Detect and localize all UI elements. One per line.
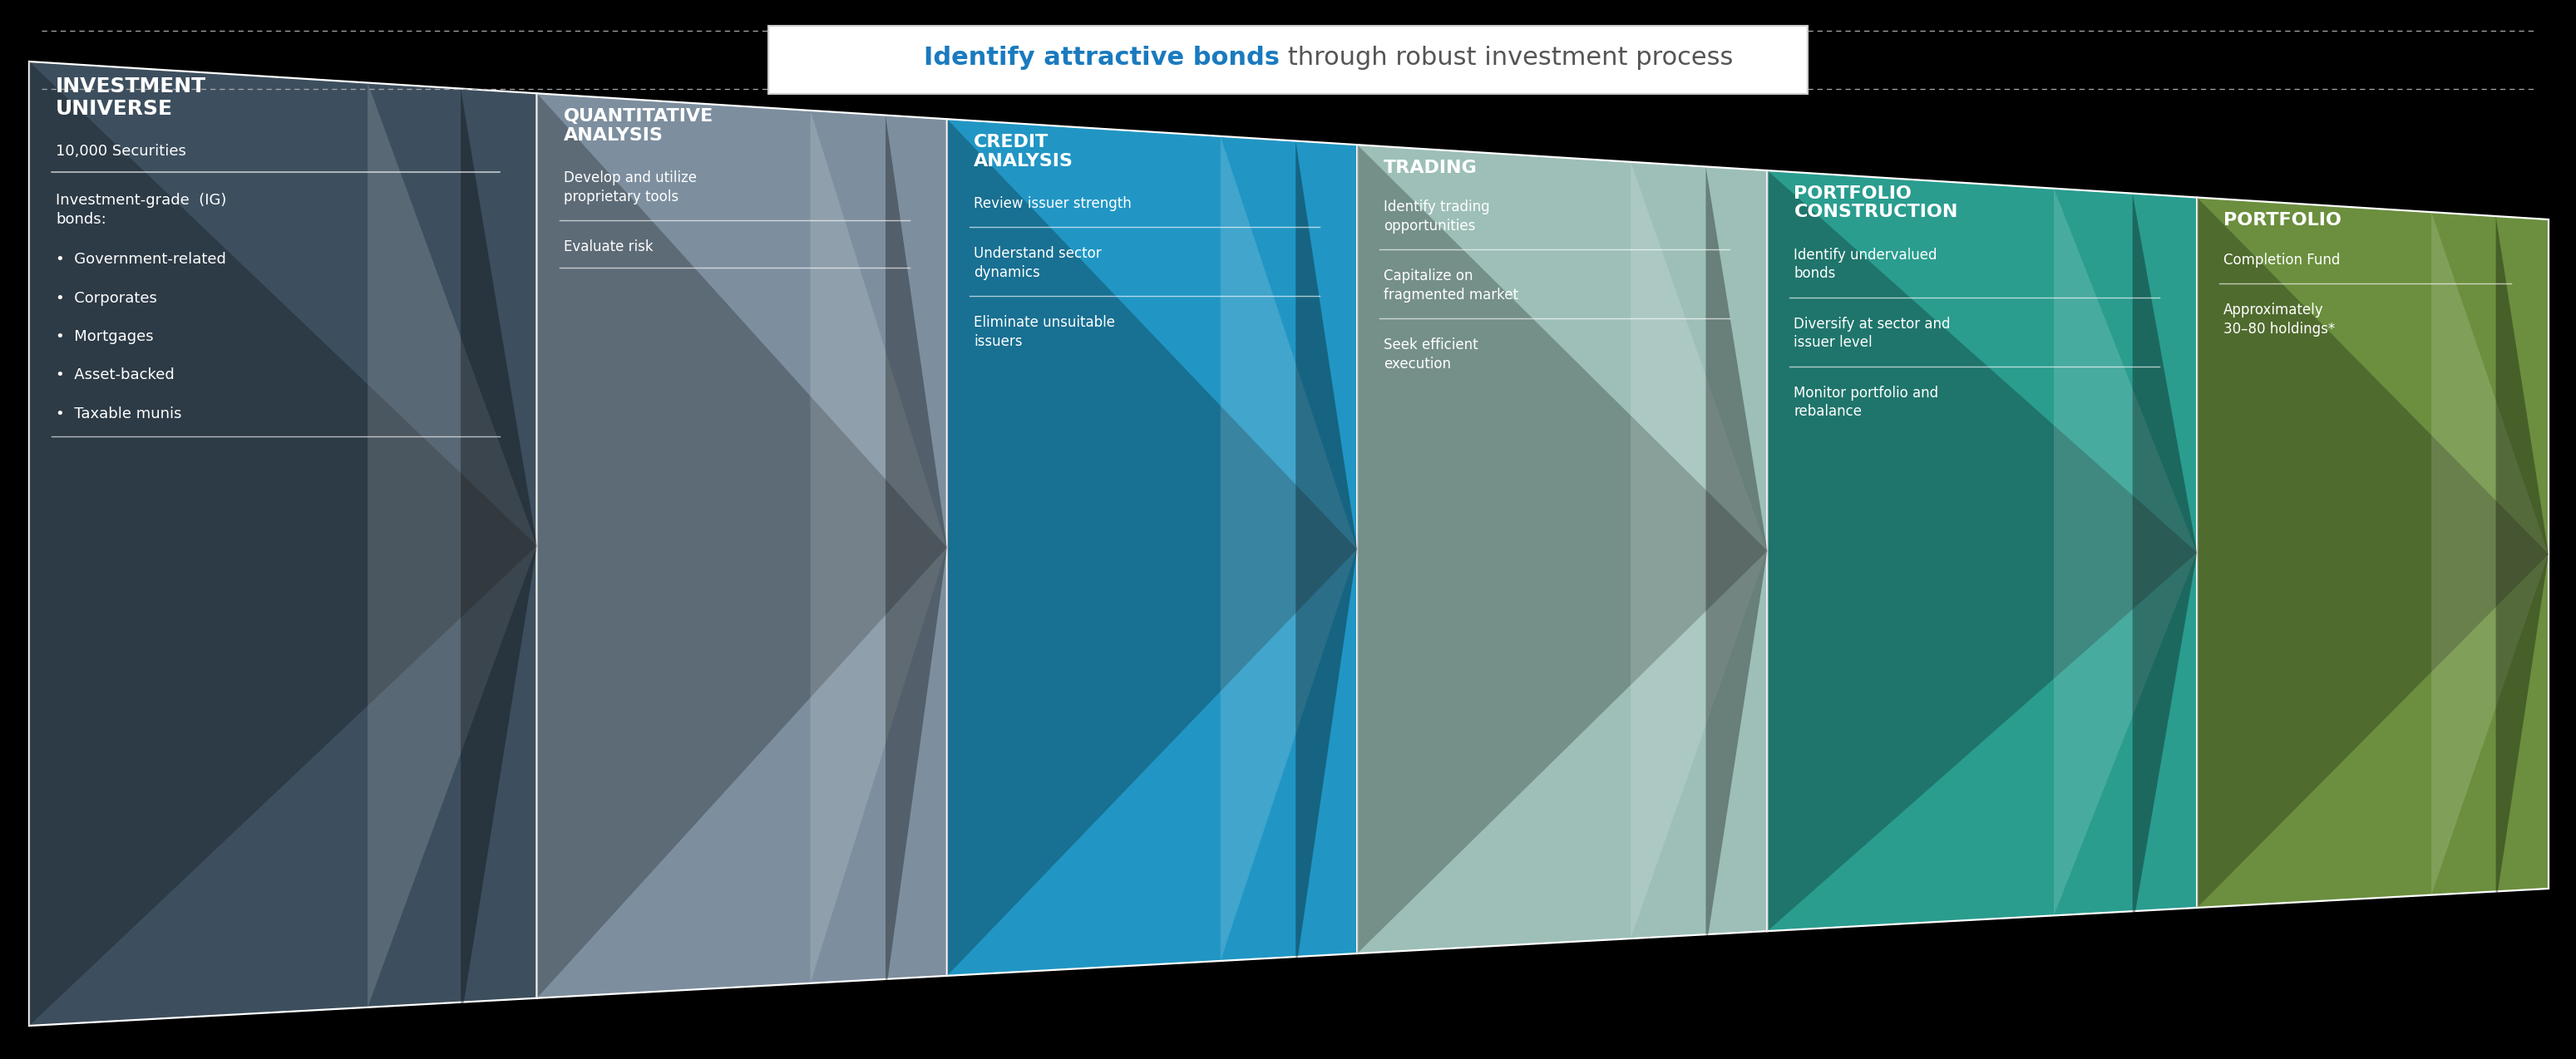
Polygon shape — [1631, 162, 1767, 938]
Polygon shape — [2432, 212, 2548, 895]
Polygon shape — [1767, 170, 2197, 931]
Polygon shape — [2197, 197, 2548, 908]
Text: Eliminate unsuitable
issuers: Eliminate unsuitable issuers — [974, 316, 1115, 349]
Polygon shape — [1767, 170, 2197, 931]
Text: •  Government-related: • Government-related — [57, 252, 227, 267]
Text: Evaluate risk: Evaluate risk — [564, 239, 652, 254]
Text: Seek efficient
execution: Seek efficient execution — [1383, 338, 1479, 372]
Polygon shape — [2496, 216, 2548, 904]
Polygon shape — [1358, 145, 1767, 953]
Polygon shape — [368, 83, 536, 1007]
Text: •  Taxable munis: • Taxable munis — [57, 407, 183, 421]
Text: PORTFOLIO: PORTFOLIO — [2223, 213, 2342, 229]
FancyBboxPatch shape — [768, 25, 1808, 94]
Polygon shape — [28, 61, 536, 1026]
Text: Understand sector
dynamics: Understand sector dynamics — [974, 246, 1103, 281]
Polygon shape — [536, 93, 948, 998]
Text: Identify undervalued
bonds: Identify undervalued bonds — [1793, 248, 1937, 282]
Text: Capitalize on
fragmented market: Capitalize on fragmented market — [1383, 269, 1517, 303]
Text: Monitor portfolio and
rebalance: Monitor portfolio and rebalance — [1793, 385, 1940, 419]
Text: QUANTITATIVE
ANALYSIS: QUANTITATIVE ANALYSIS — [564, 108, 714, 144]
Polygon shape — [1296, 141, 1358, 972]
Polygon shape — [886, 115, 948, 994]
Polygon shape — [28, 61, 536, 1026]
Polygon shape — [2053, 189, 2197, 916]
Polygon shape — [948, 119, 1358, 975]
Polygon shape — [811, 110, 948, 983]
Polygon shape — [1705, 166, 1767, 950]
Text: •  Mortgages: • Mortgages — [57, 329, 155, 344]
Text: Approximately
30–80 holdings*: Approximately 30–80 holdings* — [2223, 303, 2336, 337]
Text: Identify trading
opportunities: Identify trading opportunities — [1383, 200, 1489, 234]
Text: Develop and utilize
proprietary tools: Develop and utilize proprietary tools — [564, 170, 696, 204]
Text: Identify attractive bonds: Identify attractive bonds — [925, 46, 1280, 70]
Text: •  Corporates: • Corporates — [57, 290, 157, 306]
Text: Investment-grade  (IG)
bonds:: Investment-grade (IG) bonds: — [57, 193, 227, 228]
Text: INVESTMENT
UNIVERSE: INVESTMENT UNIVERSE — [57, 76, 206, 119]
Text: Completion Fund: Completion Fund — [2223, 252, 2342, 268]
Polygon shape — [2197, 197, 2548, 908]
Text: 10,000 Securities: 10,000 Securities — [57, 144, 185, 159]
Polygon shape — [461, 89, 536, 1022]
Text: Review issuer strength: Review issuer strength — [974, 196, 1131, 211]
Text: PORTFOLIO
CONSTRUCTION: PORTFOLIO CONSTRUCTION — [1793, 185, 1958, 220]
Text: CREDIT
ANALYSIS: CREDIT ANALYSIS — [974, 134, 1074, 169]
Text: through robust investment process: through robust investment process — [1280, 46, 1734, 70]
Polygon shape — [536, 93, 948, 998]
Text: Diversify at sector and
issuer level: Diversify at sector and issuer level — [1793, 317, 1950, 351]
Polygon shape — [2133, 194, 2197, 928]
Text: TRADING: TRADING — [1383, 160, 1479, 177]
Polygon shape — [1221, 137, 1358, 961]
Polygon shape — [1358, 145, 1767, 953]
Text: •  Asset-backed: • Asset-backed — [57, 367, 175, 382]
Polygon shape — [948, 119, 1358, 975]
